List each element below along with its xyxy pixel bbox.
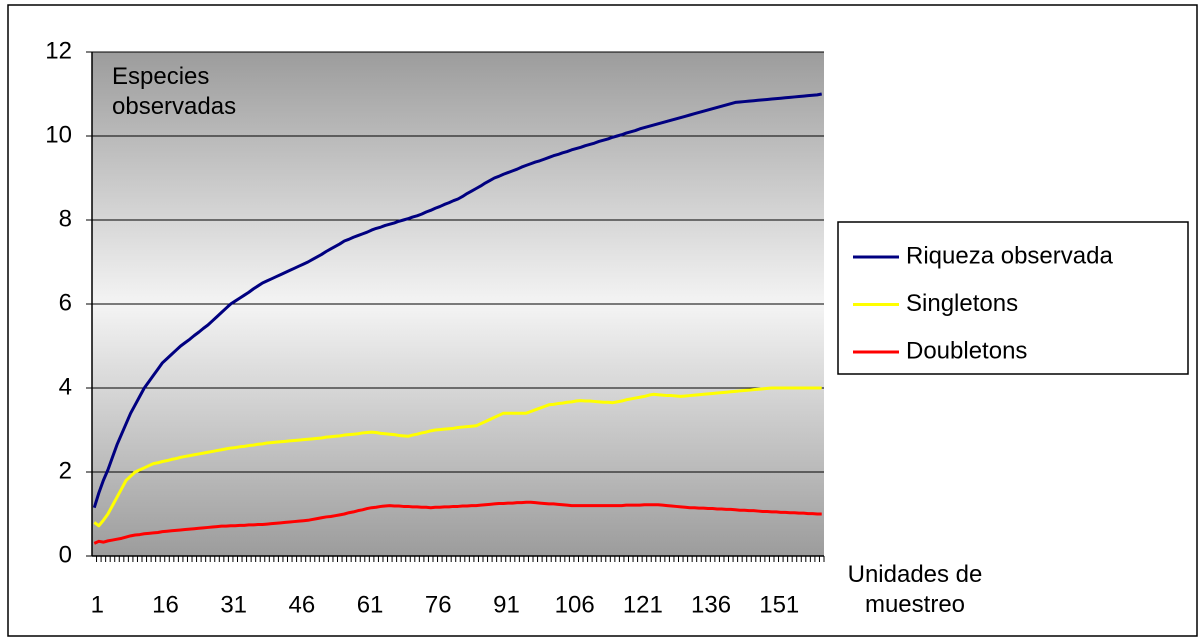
x-tick-label: 136 [691,591,731,618]
legend [837,221,1189,375]
series-line [93,500,822,545]
x-tick-label: 61 [357,591,384,618]
x-tick-label: 16 [152,591,179,618]
x-tick-label: 46 [289,591,316,618]
legend-label: Doubletons [906,337,1027,364]
x-tick-label: 106 [555,591,595,618]
series-line [93,386,822,528]
y-tick-label: 8 [59,205,72,232]
x-tick-label: 151 [759,591,799,618]
y-tick-label: 6 [59,289,72,316]
legend-label: Singletons [906,290,1018,317]
x-tick-label: 121 [623,591,663,618]
y-tick-label: 12 [45,37,72,64]
series-line [92,92,823,509]
y-tick-label: 0 [59,541,72,568]
y-tick-label: 10 [45,121,72,148]
x-tick-label: 31 [220,591,247,618]
x-tick-label: 1 [91,591,104,618]
x-tick-label: 76 [425,591,452,618]
legend-label: Riqueza observada [906,242,1113,269]
x-tick-label: 91 [493,591,520,618]
annotation: Especies observadas [112,63,237,120]
x-axis-label: Unidades de muestreo [847,561,983,618]
y-tick-label: 4 [59,373,72,400]
y-tick-label: 2 [59,457,72,484]
